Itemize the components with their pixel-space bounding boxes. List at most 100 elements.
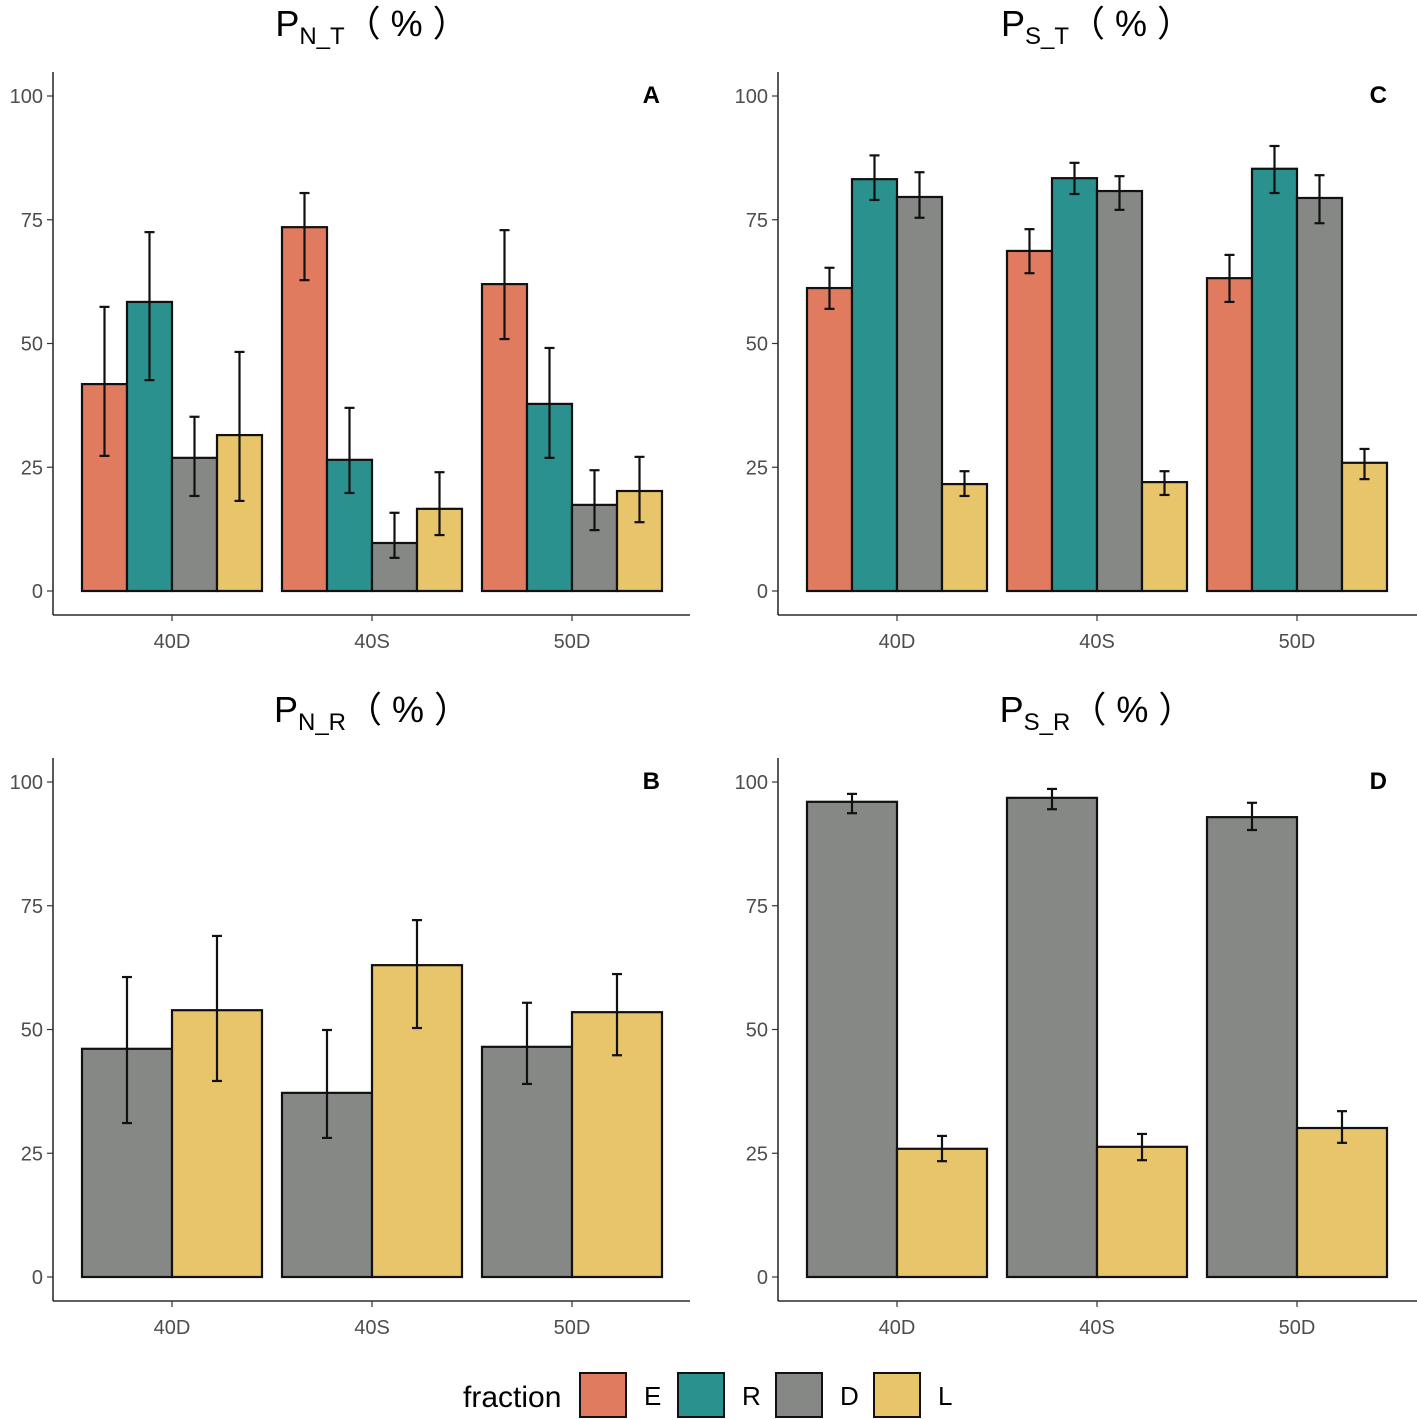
error-bar-L-40D [959,470,970,498]
error-bar-D-40D [189,415,200,498]
bar-D-50D [1205,816,1299,1279]
error-bar-D-50D [589,469,600,532]
panel-title: PS_T（ % ） [1001,3,1193,50]
y-tick-label: 0 [32,1267,43,1289]
y-tick-label: 75 [746,210,768,232]
bar-L-50D [1295,1126,1389,1279]
panel-A: PN_T（ % ） A 0 25 50 75 100 40D 40S 50D [10,3,690,653]
error-bar-L-40S [434,471,445,537]
panel-C: PS_T（ % ） C 0 25 50 75 100 40D 40S 50D [735,3,1417,653]
x-tick-label: 40S [354,1317,390,1339]
bar-E-40S [280,226,329,593]
bar-R-40D [850,178,899,593]
panel-label: A [643,82,660,109]
y-tick-label: 75 [21,210,43,232]
legend-item-E: E [579,1372,661,1418]
x-tick-label: 40D [879,631,916,653]
title-sub: S_T [1025,23,1069,50]
title-main: P [1000,689,1024,730]
y-tick-label: 0 [32,581,43,603]
y-tick-label: 100 [10,86,43,108]
y-tick-label: 0 [757,581,768,603]
bar-D-40D [170,456,219,593]
y-tick-label: 50 [746,1020,768,1042]
error-bar-L-40D [937,1134,947,1163]
title-suffix: （ % ） [345,3,469,44]
legend-swatch [775,1372,823,1418]
error-bar-R-40D [144,231,155,382]
bar-L-40D [940,482,989,593]
error-bar-E-50D [1224,253,1235,304]
bar-D-50D [480,1045,574,1279]
panel-label: C [1370,82,1387,109]
bar-L-40S [1095,1145,1189,1279]
y-tick-label: 0 [757,1267,768,1289]
bar-E-50D [1205,277,1254,593]
x-tick-label: 40S [354,631,390,653]
title-main: P [1001,3,1025,44]
error-bar-L-40D [234,350,245,503]
bar-E-40D [805,286,854,593]
y-tick-label: 50 [21,1020,43,1042]
error-bar-R-40S [1069,161,1080,196]
bar-D-40S [1095,189,1144,593]
error-bar-D-40D [847,792,857,815]
bar-R-40S [1050,177,1099,593]
panel-label: B [643,768,660,795]
bar-D-50D [1295,196,1344,593]
y-tick-label: 75 [746,896,768,918]
error-bar-R-50D [544,346,555,459]
panel-label: D [1370,768,1387,795]
error-bar-L-40S [1137,1132,1147,1162]
legend-swatch [579,1372,627,1418]
bar-D-40D [895,195,944,593]
error-bar-L-40S [1159,470,1170,497]
error-bar-D-40S [1047,787,1057,811]
error-bar-D-40D [914,171,925,219]
panel-title: PN_T（ % ） [275,3,468,50]
legend-item-L: L [873,1372,952,1418]
error-bar-D-40S [322,1028,332,1140]
error-bar-E-40S [299,191,310,282]
error-bar-D-40S [1114,175,1125,211]
bar-L-50D [1340,461,1389,593]
y-tick-label: 100 [735,772,768,794]
error-bar-L-50D [1337,1110,1347,1144]
legend-swatch [677,1372,725,1418]
error-bar-D-50D [1314,174,1325,225]
x-tick-label: 40D [154,1317,191,1339]
error-bar-D-40S [389,511,400,559]
error-bar-L-50D [1359,447,1370,481]
x-tick-label: 40D [154,631,191,653]
legend: fraction E R D L [463,1372,952,1418]
y-tick-label: 100 [10,772,43,794]
x-tick-label: 50D [1279,1317,1316,1339]
error-bar-D-40D [122,975,132,1125]
panel-D: PS_R（ % ） D 0 25 50 75 100 40D 40S 50D [735,689,1417,1339]
title-suffix: （ % ） [346,689,470,730]
bar-R-50D [1250,167,1299,593]
legend-label: L [938,1381,952,1411]
panel-title: PN_R（ % ） [274,689,470,736]
error-bar-E-50D [499,229,510,341]
y-tick-label: 50 [21,334,43,356]
legend-label: R [742,1381,761,1411]
y-tick-label: 25 [746,457,768,479]
title-sub: N_R [298,709,346,736]
error-bar-L-40D [212,934,222,1083]
title-main: P [275,3,299,44]
bar-L-40D [895,1147,989,1279]
bar-D-40D [805,800,899,1279]
x-tick-label: 50D [554,1317,591,1339]
title-suffix: （ % ） [1069,3,1193,44]
title-sub: N_T [299,23,345,50]
legend-item-R: R [677,1372,761,1418]
error-bar-R-40D [869,154,880,202]
title-sub: S_R [1024,709,1071,736]
error-bar-E-40D [99,305,110,457]
y-tick-label: 75 [21,896,43,918]
legend-title: fraction [463,1381,561,1414]
bar-R-40D [125,300,174,593]
y-tick-label: 50 [746,334,768,356]
